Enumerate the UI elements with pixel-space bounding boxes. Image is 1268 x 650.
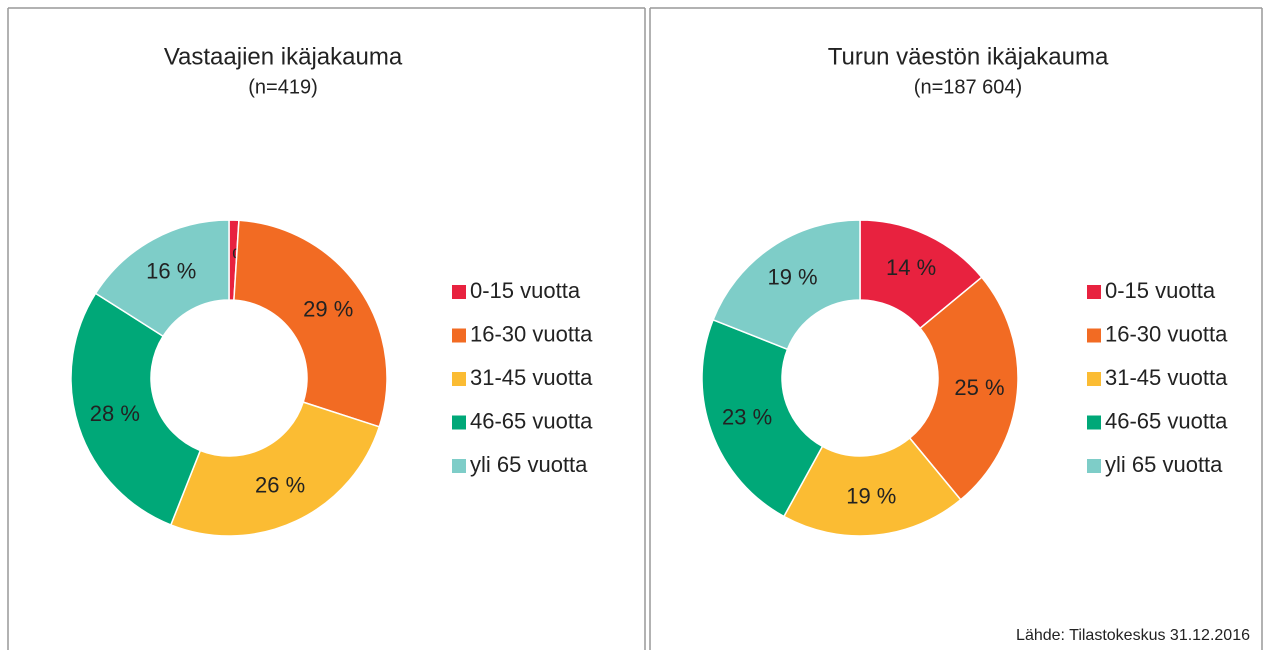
legend-swatch [1087,372,1101,386]
legend-label: yli 65 vuotta [1105,452,1223,477]
legend-label: 16-30 vuotta [1105,321,1228,346]
legend-swatch [452,285,466,299]
data-label: 19 % [846,483,896,508]
donut-slice [94,219,230,338]
legend-swatch [452,459,466,473]
chart-title: Turun väestön ikäjakauma [828,43,1109,70]
data-label: 28 % [90,401,140,426]
legend-label: 46-65 vuotta [470,408,593,433]
donut-slice [782,437,962,537]
chart-subtitle: (n=187 604) [914,76,1022,98]
legend-swatch [452,328,466,343]
legend-swatch [1087,328,1101,343]
legend-label: 46-65 vuotta [1105,408,1228,433]
data-label: 23 % [722,404,772,429]
legend-swatch [1087,459,1101,473]
donut-slice [712,219,861,351]
source-note: Lähde: Tilastokeskus 31.12.2016 [1016,627,1250,644]
donut-slice [233,219,388,428]
legend-label: 16-30 vuotta [470,321,593,346]
legend-label: 31-45 vuotta [470,365,593,390]
data-label: 16 % [146,259,196,284]
donut-slice [169,401,381,537]
legend-swatch [452,372,466,386]
donut-slice [70,292,202,526]
donut-slice [701,318,824,518]
chart-subtitle: (n=419) [248,76,318,98]
legend-label: 0-15 vuotta [1105,278,1216,303]
legend-label: 31-45 vuotta [1105,365,1228,390]
legend-swatch [452,415,466,430]
donut-slice [908,276,1019,501]
legend-swatch [1087,415,1101,430]
data-label: 19 % [767,265,817,290]
legend-label: 0-15 vuotta [470,278,581,303]
data-label: 29 % [303,296,353,321]
data-label: 14 % [886,255,936,280]
legend-label: yli 65 vuotta [470,452,588,477]
data-label: 26 % [255,472,305,497]
legend-swatch [1087,285,1101,299]
chart-title: Vastaajien ikäjakauma [164,43,403,70]
data-label: 25 % [954,375,1004,400]
frames [7,7,1263,650]
